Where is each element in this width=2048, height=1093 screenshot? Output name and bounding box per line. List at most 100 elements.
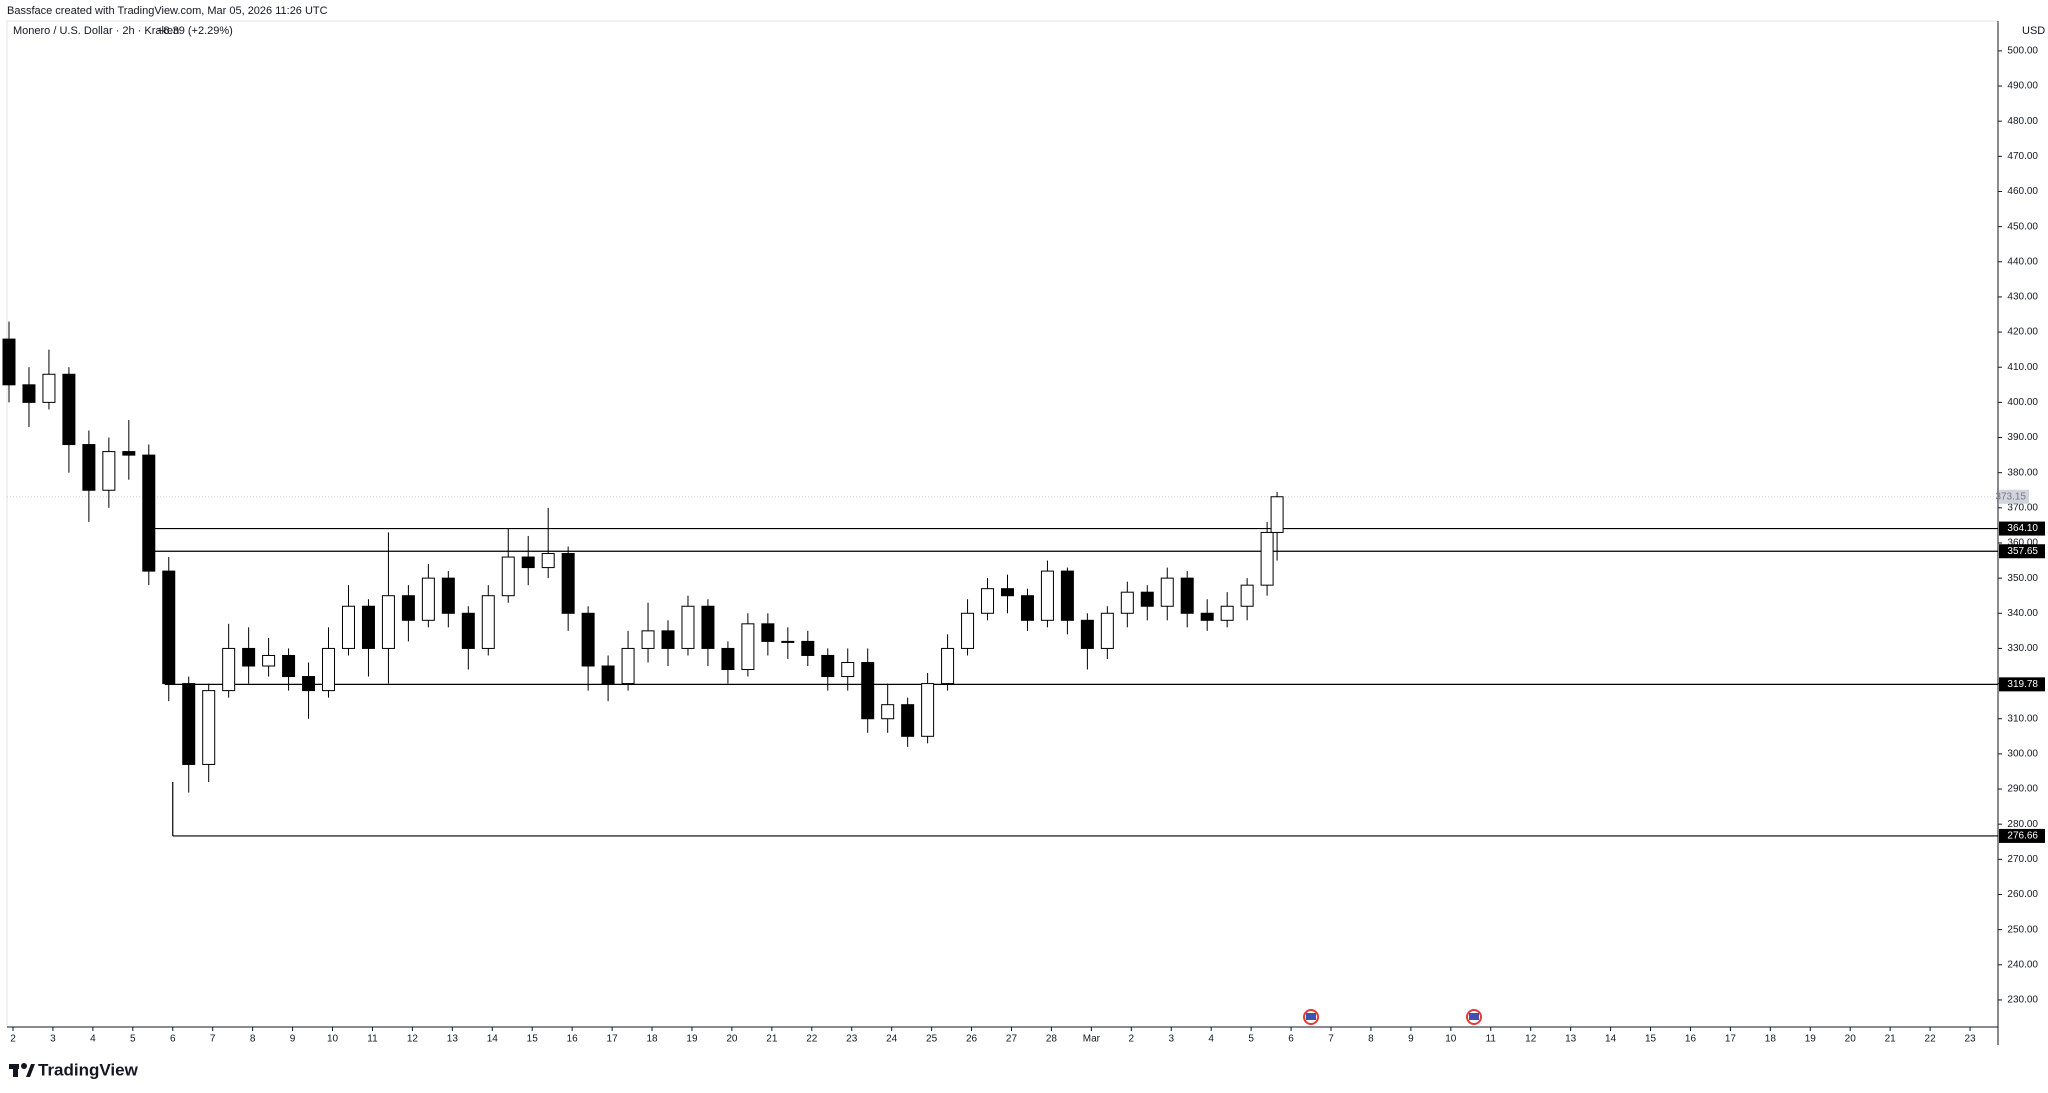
candle-body: [1020, 595, 1034, 621]
level-label-bg: [1999, 521, 2045, 536]
level-label: 357.65: [2007, 546, 2038, 557]
candle-body: [302, 676, 316, 692]
x-tick-label: Mar: [1083, 1034, 1101, 1045]
candle-body: [681, 605, 695, 649]
x-tick-label: 3: [50, 1034, 56, 1045]
candle-body: [661, 630, 675, 649]
candle-body: [801, 640, 815, 656]
y-tick-label: 230.00: [2007, 995, 2038, 1006]
x-tick-label: 25: [926, 1034, 938, 1045]
y-tick-label: 270.00: [2007, 854, 2038, 865]
price-change: +8.39 (+2.29%): [157, 25, 233, 37]
y-tick-label: 380.00: [2007, 467, 2038, 478]
x-tick-label: 8: [250, 1034, 256, 1045]
x-tick-label: 13: [447, 1034, 459, 1045]
x-tick-label: 7: [210, 1034, 216, 1045]
x-tick-label: 2: [1129, 1034, 1135, 1045]
candle-body: [401, 595, 415, 621]
candle-body: [361, 605, 375, 649]
credit: Bassface created with TradingView.com, M…: [7, 5, 328, 17]
x-tick-label: 28: [1046, 1034, 1058, 1045]
symbol-title: Monero / U.S. Dollar · 2h · Kraken: [13, 25, 179, 37]
y-tick-label: 390.00: [2007, 432, 2038, 443]
candle-body: [821, 654, 835, 678]
x-tick-label: 13: [1565, 1034, 1577, 1045]
candle-body: [1260, 531, 1274, 586]
x-tick-label: 18: [1765, 1034, 1777, 1045]
candle-body: [421, 577, 435, 621]
candle-body: [861, 661, 875, 720]
x-tick-label: 14: [1605, 1034, 1617, 1045]
x-tick-label: 8: [1368, 1034, 1374, 1045]
y-tick-label: 310.00: [2007, 713, 2038, 724]
candle-body: [242, 647, 256, 667]
y-tick-label: 490.00: [2007, 81, 2038, 92]
x-tick-label: 12: [407, 1034, 419, 1045]
y-tick-label: 350.00: [2007, 573, 2038, 584]
x-tick-label: 24: [886, 1034, 898, 1045]
candle-body: [601, 665, 615, 685]
level-label-bg: [1999, 544, 2045, 559]
candle-body: [62, 373, 76, 446]
candle-body: [282, 654, 296, 678]
candle-body: [1160, 577, 1174, 607]
x-tick-label: 20: [726, 1034, 738, 1045]
x-tick-label: 12: [1525, 1034, 1537, 1045]
y-tick-label: 280.00: [2007, 819, 2038, 830]
x-tick-label: 9: [290, 1034, 296, 1045]
candle-body: [1000, 588, 1014, 597]
y-tick-label: 290.00: [2007, 784, 2038, 795]
x-tick-label: 23: [1964, 1034, 1976, 1045]
candle-body: [961, 612, 975, 649]
y-tick-label: 330.00: [2007, 643, 2038, 654]
y-tick-label: 400.00: [2007, 397, 2038, 408]
y-tick-label: 370.00: [2007, 502, 2038, 513]
x-tick-label: 22: [1925, 1034, 1937, 1045]
last-price-label-bg: [1999, 489, 2029, 504]
y-tick-label: 420.00: [2007, 327, 2038, 338]
level-label-bg: [1999, 677, 2045, 692]
last-price-label: 373.15: [1995, 491, 2026, 502]
candle-body: [222, 647, 236, 692]
event-flag: [1303, 1009, 1319, 1025]
candle-body: [541, 553, 555, 569]
x-tick-label: 23: [846, 1034, 858, 1045]
y-tick-label: 360.00: [2007, 538, 2038, 549]
x-tick-label: 3: [1168, 1034, 1174, 1045]
x-tick-label: 5: [130, 1034, 136, 1045]
x-tick-label: 16: [567, 1034, 579, 1045]
candle-body: [1220, 605, 1234, 621]
y-tick-label: 480.00: [2007, 116, 2038, 127]
y-tick-label: 300.00: [2007, 749, 2038, 760]
candle-body: [162, 570, 176, 685]
y-tick-label: 470.00: [2007, 151, 2038, 162]
candle-body: [741, 623, 755, 671]
x-tick-label: 6: [1288, 1034, 1294, 1045]
x-tick-label: 22: [806, 1034, 818, 1045]
candle-body: [202, 690, 216, 765]
brand-logo: [9, 1063, 35, 1077]
candle-body: [2, 338, 16, 386]
candle-body: [102, 451, 116, 491]
candle-body: [182, 683, 196, 765]
candle-body: [1140, 591, 1154, 607]
level-label: 319.78: [2007, 679, 2038, 690]
candle-body: [441, 577, 455, 614]
y-tick-label: 410.00: [2007, 362, 2038, 373]
x-tick-label: 27: [1006, 1034, 1018, 1045]
candle-body: [701, 605, 715, 649]
x-tick-label: 5: [1248, 1034, 1254, 1045]
candle-body: [781, 640, 795, 643]
candle-body: [381, 595, 395, 649]
x-tick-label: 10: [1445, 1034, 1457, 1045]
candle-body: [621, 647, 635, 685]
candle-body: [341, 605, 355, 649]
candle-body: [901, 704, 915, 737]
candle-body: [561, 553, 575, 614]
candle-body: [1270, 496, 1284, 533]
x-tick-label: 15: [527, 1034, 539, 1045]
plot-frame: [6, 20, 1999, 1028]
candle-body: [501, 556, 515, 597]
candle-body: [481, 595, 495, 649]
candle-body: [941, 647, 955, 685]
